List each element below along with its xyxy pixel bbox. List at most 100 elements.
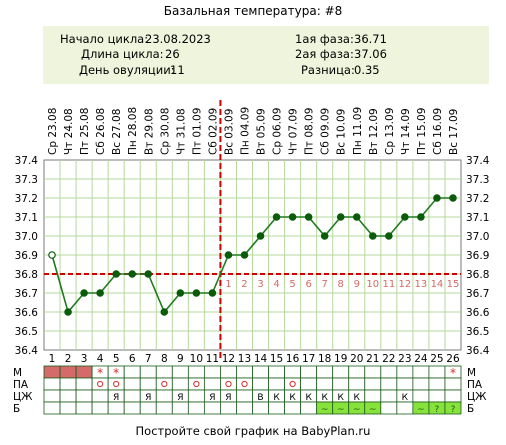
day-number-label: 26 [446, 353, 460, 365]
day-number-label: 11 [206, 353, 219, 365]
date-tick-label: Пт 15.09 [416, 108, 428, 155]
y-tick-label-left: 36.7 [15, 288, 38, 300]
date-tick-label: Пн 04.09 [239, 107, 251, 155]
date-tick-label: Вс 27.08 [111, 109, 123, 155]
y-tick-label-right: 36.4 [466, 345, 490, 357]
marker-cell [203, 377, 221, 391]
temperature-point [368, 232, 377, 240]
cervical-mucus-marker: К [273, 393, 280, 403]
marker-cell [171, 365, 189, 379]
day-number-label: 5 [113, 353, 120, 365]
date-tick-label: Чт 14.09 [400, 108, 412, 155]
temperature-point [208, 289, 217, 297]
date-tick-label: Ср 13.09 [384, 108, 396, 155]
b-marker: ? [435, 405, 440, 415]
marker-cell [220, 401, 237, 415]
marker-cell [380, 365, 398, 379]
y-tick-label-left: 36.4 [15, 345, 39, 357]
day-number-label: 15 [270, 353, 283, 365]
phase2-label: 2ая фаза: [295, 47, 354, 61]
marker-cell [59, 389, 77, 403]
marker-cell [107, 377, 125, 391]
marker-cell [348, 377, 366, 391]
date-tick-label: Вт 05.09 [256, 108, 268, 155]
marker-cell [364, 365, 382, 379]
phase2-day-number: 12 [398, 279, 411, 290]
phase2-day-number: 6 [305, 279, 311, 290]
marker-cell [91, 377, 109, 391]
day-number-label: 8 [161, 353, 168, 365]
temperature-point [352, 213, 361, 221]
phase2-day-number: 15 [447, 279, 460, 290]
cervical-mucus-marker: Я [209, 393, 215, 403]
temperature-point [96, 289, 104, 297]
cycle-info-panel: Начало цикла: 23.08.2023 Длина цикла: 26… [43, 26, 489, 84]
marker-cell [316, 365, 334, 379]
date-tick-label: Чт 24.08 [63, 108, 75, 155]
temperature-point [112, 270, 120, 278]
date-tick-label: Пт 08.09 [304, 108, 316, 155]
marker-cell [220, 377, 237, 391]
day-number-label: 16 [286, 353, 300, 365]
temperature-point [128, 270, 137, 278]
marker-cell [155, 377, 173, 391]
ovulation-day-value: 11 [170, 63, 185, 77]
date-tick-label: Сб 09.09 [320, 108, 332, 155]
phase2-day-number: 11 [382, 279, 395, 290]
marker-cell [284, 401, 302, 415]
y-tick-label-right: 36.7 [466, 288, 489, 300]
marker-cell [428, 389, 446, 403]
phase2-value: 37.06 [354, 47, 387, 61]
marker-cell [252, 365, 269, 379]
intercourse-marker [113, 380, 120, 388]
date-tick-label: Вт 29.08 [143, 108, 155, 155]
marker-cell [396, 365, 414, 379]
phase2-day-number: 1 [225, 279, 231, 290]
y-tick-label-right: 37.1 [466, 212, 489, 224]
phase2-day-number: 7 [321, 279, 327, 290]
marker-cell [91, 389, 109, 403]
date-tick-label: Ср 23.08 [47, 108, 59, 155]
marker-cell [412, 377, 430, 391]
marker-cell [268, 365, 285, 379]
marker-cell [396, 377, 414, 391]
footer-link[interactable]: Постройте свой график на BabyPlan.ru [135, 424, 371, 438]
cervical-mucus-marker: К [289, 393, 296, 403]
marker-cell [364, 377, 382, 391]
day-number-label: 6 [129, 353, 136, 365]
marker-cell [380, 377, 398, 391]
marker-cell [43, 389, 61, 403]
temperature-point [417, 213, 425, 221]
marker-cell [428, 377, 446, 391]
date-tick-label: Пн 11.09 [352, 107, 364, 155]
phase2-day-number: 2 [241, 279, 247, 290]
y-tick-label-left: 37.0 [15, 231, 38, 243]
day-number-label: 2 [65, 353, 72, 365]
temperature-point [256, 232, 265, 240]
cycle-start-label: Начало цикла: [60, 32, 149, 46]
day-number-label: 14 [254, 353, 268, 365]
marker-cell [284, 377, 302, 391]
marker-cell [252, 401, 269, 415]
marker-cell [187, 389, 205, 403]
marker-cell [139, 365, 157, 379]
temperature-point [288, 213, 297, 221]
b-marker: ~ [417, 405, 425, 415]
day-number-label: 21 [366, 353, 379, 365]
temperature-point [64, 308, 72, 316]
marker-cell [75, 401, 93, 415]
cycle-start-value: 23.08.2023 [145, 32, 211, 46]
marker-cell [59, 365, 77, 379]
temperature-point [449, 194, 457, 202]
menses-star-marker: * [450, 366, 456, 380]
day-number-label: 3 [81, 353, 88, 365]
day-number-label: 1 [49, 353, 56, 365]
marker-cell [380, 389, 398, 403]
marker-cell [75, 389, 93, 403]
marker-cell [59, 377, 77, 391]
marker-cell [187, 377, 205, 391]
day-number-label: 24 [414, 353, 428, 365]
marker-cell [139, 377, 157, 391]
cervical-mucus-marker: Я [225, 393, 231, 403]
y-tick-label-left: 37.2 [15, 193, 38, 205]
